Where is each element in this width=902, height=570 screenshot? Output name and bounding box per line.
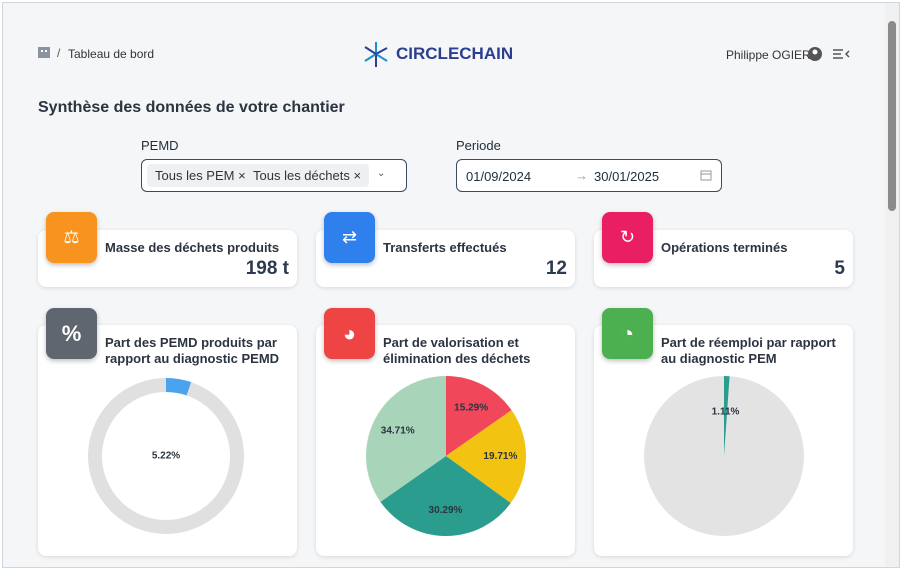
breadcrumb-sep: / [57, 46, 61, 60]
date-range[interactable]: 01/09/2024 → 30/01/2025 [456, 159, 722, 192]
stat-label: Transferts effectués [383, 240, 507, 255]
slice [166, 378, 192, 396]
slice-label: 34.71% [381, 426, 415, 437]
slice-label: 30.29% [429, 505, 463, 516]
filter-label: PEMD [141, 138, 179, 153]
tag[interactable]: Tous les PEM × [147, 164, 254, 187]
stat-label: Opérations terminés [661, 240, 788, 255]
slice-label: 15.29% [454, 402, 488, 413]
slice [380, 456, 511, 536]
logo-text: CIRCLECHAIN [396, 44, 514, 63]
tag[interactable]: Tous les déchets × [245, 164, 370, 187]
chart-label: Part de réemploi par rapport au diagnost… [661, 335, 836, 366]
chart-card: Part de réemploi par rapport au diagnost… [594, 325, 853, 556]
filter-label: Periode [456, 138, 501, 153]
stat-value: 12 [545, 258, 567, 279]
chart-icon: % [46, 308, 97, 359]
chart-icon: ◕ [324, 308, 375, 359]
scroll-thumb[interactable] [888, 21, 896, 211]
chart: 1.11% [644, 376, 804, 536]
scrollbar[interactable] [885, 3, 899, 567]
icon-glyph: ⚖ [63, 227, 80, 247]
user-name[interactable]: Philippe OGIER [726, 48, 811, 62]
chart-label: Part de valorisation et élimination des … [383, 335, 531, 366]
user-icons[interactable] [807, 46, 851, 62]
stat-value: 5 [834, 258, 845, 279]
slice-label: 5.22% [152, 451, 180, 462]
chart: 5.22% [88, 378, 244, 534]
page-title: Synthèse des données de votre chantier [38, 99, 345, 116]
chevron: ⌄ [377, 168, 386, 179]
slice [724, 376, 730, 456]
stat-icon: ⚖ [46, 212, 97, 263]
icon-glyph: % [61, 321, 82, 346]
breadcrumb[interactable]: Tableau de bord [68, 47, 155, 61]
pemd-select[interactable]: Tous les PEM × Tous les déchets × ⌄ [141, 159, 407, 192]
stat-value: 198 t [245, 258, 289, 279]
stat-label: Masse des déchets produits [105, 240, 280, 255]
slice [366, 376, 446, 502]
slice-label: 1.11% [712, 407, 740, 418]
tag-text: Tous les déchets [253, 168, 350, 183]
icon-glyph: ⇄ [341, 227, 358, 247]
calendar-icon [700, 170, 712, 181]
chart: 15.29% 19.71% 30.29% 34.71% [366, 376, 526, 536]
icon-glyph: ◕ [342, 321, 357, 346]
slice [446, 410, 526, 504]
chart-icon: ◔ [602, 308, 653, 359]
stat-icon: ⇄ [324, 212, 375, 263]
chart-card: Part de valorisation et élimination des … [316, 325, 575, 556]
stat-icon: ↻ [602, 212, 653, 263]
icon-glyph: ↻ [619, 227, 636, 247]
arrow: → [575, 168, 588, 183]
end-date: 30/01/2025 [594, 169, 660, 184]
slice-label: 19.71% [483, 451, 517, 462]
building-icon [38, 47, 50, 58]
tag-text: Tous les PEM [155, 168, 235, 183]
start-date: 01/09/2024 [466, 169, 532, 184]
chart-label: Part des PEMD produits par rapport au di… [105, 335, 280, 366]
chart-card: Part des PEMD produits par rapport au di… [38, 325, 297, 556]
icon-glyph: ◔ [620, 321, 635, 346]
logo-icon [364, 42, 388, 67]
slice [446, 376, 512, 456]
